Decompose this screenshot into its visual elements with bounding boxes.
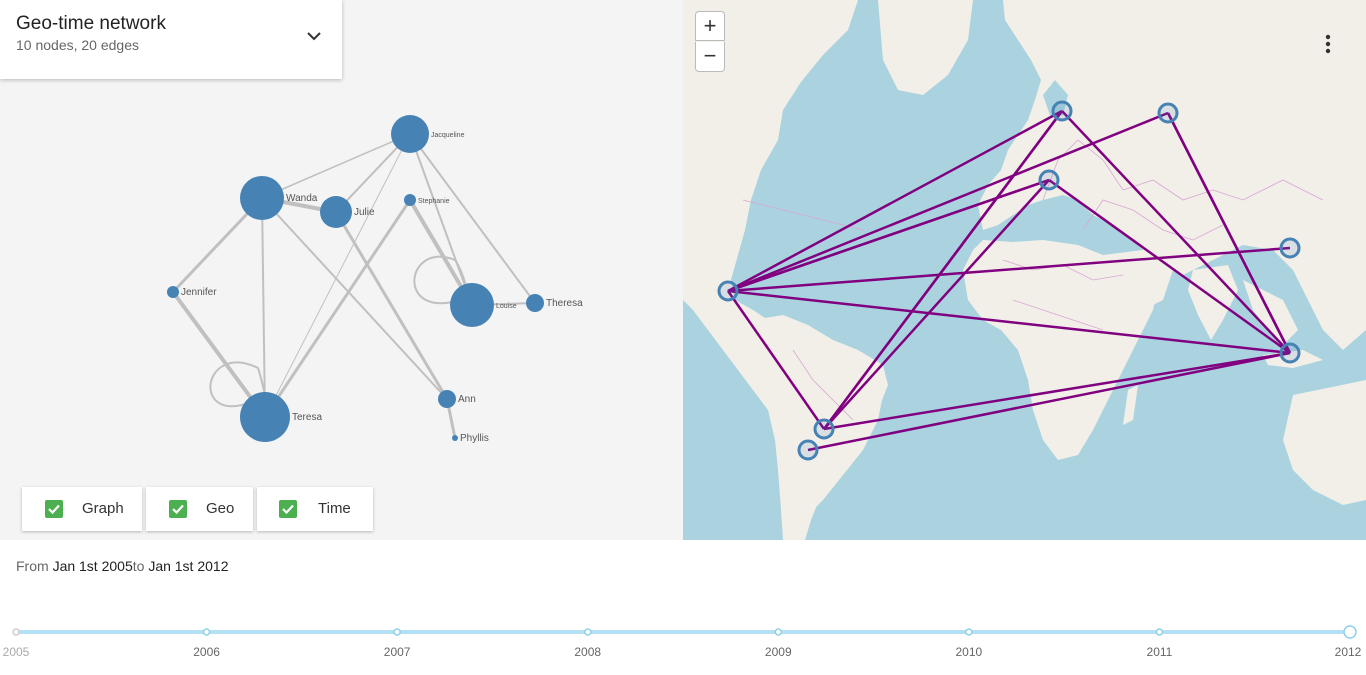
- timeline-handle[interactable]: [1343, 625, 1357, 639]
- from-date: Jan 1st 2005: [52, 558, 133, 574]
- graph-edge: [334, 211, 449, 400]
- graph-node[interactable]: [526, 294, 544, 312]
- geo-marker[interactable]: [1279, 237, 1301, 259]
- graph-edge: [261, 197, 266, 418]
- geo-markers[interactable]: [717, 100, 1301, 461]
- chevron-down-icon[interactable]: [304, 26, 324, 46]
- timeline-tick: [965, 628, 973, 636]
- zoom-in-button[interactable]: +: [695, 11, 725, 41]
- graph-node[interactable]: [167, 286, 179, 298]
- graph-node[interactable]: [240, 392, 290, 442]
- graph-node-label: Jacqueline: [431, 132, 465, 139]
- geo-link: [1048, 178, 1291, 355]
- more-vert-icon[interactable]: [1318, 33, 1338, 55]
- time-toggle[interactable]: Time: [257, 487, 373, 531]
- timeline-slider[interactable]: 2005 2006 2007 2008 2009 2010 2011 2012: [0, 620, 1366, 675]
- timeline-year-label: 2005: [3, 645, 30, 659]
- world-map[interactable]: [683, 0, 1366, 540]
- graph-node-label: Phyllis: [460, 433, 489, 444]
- graph-node[interactable]: [438, 390, 456, 408]
- graph-toggle[interactable]: Graph: [22, 487, 142, 531]
- graph-node[interactable]: [391, 115, 429, 153]
- map-panel[interactable]: [683, 0, 1366, 540]
- graph-node[interactable]: [404, 194, 416, 206]
- timeline-tick: [774, 628, 783, 636]
- geo-link: [727, 109, 1063, 293]
- to-label: to: [132, 558, 145, 574]
- timeline-year-label: 2006: [193, 645, 220, 659]
- graph-edge: [261, 197, 448, 400]
- geo-links: [726, 109, 1292, 452]
- graph-edge: [263, 199, 412, 418]
- geo-marker[interactable]: [813, 418, 835, 440]
- timeline-tick: [1155, 628, 1164, 636]
- checkbox-checked-icon[interactable]: [169, 500, 187, 518]
- timeline-year-label: 2008: [574, 645, 601, 659]
- zoom-out-button[interactable]: −: [695, 42, 725, 72]
- graph-node[interactable]: [320, 196, 352, 228]
- graph-self-loop: [413, 255, 468, 305]
- geo-marker[interactable]: [797, 439, 819, 461]
- checkbox-checked-icon[interactable]: [45, 500, 63, 518]
- graph-edge: [409, 133, 473, 306]
- graph-node-label: Ann: [458, 394, 476, 405]
- time-range-label: From Jan 1st 2005to Jan 1st 2012: [16, 558, 228, 574]
- geo-marker[interactable]: [1157, 102, 1179, 124]
- geo-link: [727, 289, 1291, 355]
- timeline-tick: [583, 628, 592, 636]
- timeline-year-label: 2012: [1335, 645, 1362, 659]
- geo-marker[interactable]: [1279, 342, 1301, 364]
- geo-link: [1166, 112, 1292, 354]
- graph-node-label: Louise: [496, 303, 517, 310]
- from-label: From: [16, 558, 49, 574]
- timeline-tick: [202, 628, 211, 636]
- geo-toggle[interactable]: Geo: [146, 487, 253, 531]
- geo-link: [727, 111, 1169, 293]
- title-card: Geo-time network 10 nodes, 20 edges: [0, 0, 342, 79]
- timeline-year-label: 2011: [1147, 645, 1173, 659]
- graph-toggle-label: Graph: [82, 500, 124, 517]
- graph-edge: [264, 133, 411, 418]
- graph-node-label: Teresa: [292, 412, 322, 423]
- geo-link: [726, 290, 826, 430]
- graph-self-loop: [209, 361, 266, 408]
- graph-edge: [171, 290, 267, 419]
- timeline-tick: [12, 628, 20, 636]
- timeline-year-label: 2007: [384, 645, 411, 659]
- geo-marker[interactable]: [1038, 169, 1060, 191]
- geo-link: [807, 351, 1291, 452]
- timeline-year-label: 2010: [956, 645, 983, 659]
- geo-link: [823, 179, 1050, 430]
- graph-node[interactable]: [240, 176, 284, 220]
- graph-node[interactable]: [450, 283, 494, 327]
- geo-toggle-label: Geo: [206, 500, 235, 517]
- geo-link: [822, 110, 1064, 430]
- timeline-tick: [393, 628, 401, 636]
- page-title: Geo-time network: [16, 13, 166, 34]
- graph-node[interactable]: [452, 435, 458, 441]
- graph-node-label: Stephanie: [418, 198, 450, 205]
- timeline-year-label: 2009: [765, 645, 792, 659]
- time-panel: From Jan 1st 2005to Jan 1st 2012 2005 200…: [0, 540, 1366, 675]
- to-date: Jan 1st 2012: [148, 558, 229, 574]
- geo-link: [823, 351, 1291, 431]
- graph-stats: 10 nodes, 20 edges: [16, 37, 139, 53]
- graph-node-label: Theresa: [546, 298, 583, 309]
- time-toggle-label: Time: [318, 500, 351, 517]
- graph-panel: Jacqueline Wanda Julie Stephanie Jennifer Lou…: [0, 0, 683, 540]
- geo-marker[interactable]: [717, 280, 739, 302]
- checkbox-checked-icon[interactable]: [279, 500, 297, 518]
- geo-link: [1061, 110, 1291, 354]
- graph-edge: [409, 133, 536, 304]
- graph-node-label: Jennifer: [181, 287, 217, 298]
- graph-node-label: Wanda: [286, 193, 318, 204]
- graph-edge: [261, 133, 411, 199]
- network-graph[interactable]: Jacqueline Wanda Julie Stephanie Jennifer Lou…: [0, 0, 683, 540]
- graph-node-label: Julie: [354, 207, 375, 218]
- geo-marker[interactable]: [1051, 100, 1073, 122]
